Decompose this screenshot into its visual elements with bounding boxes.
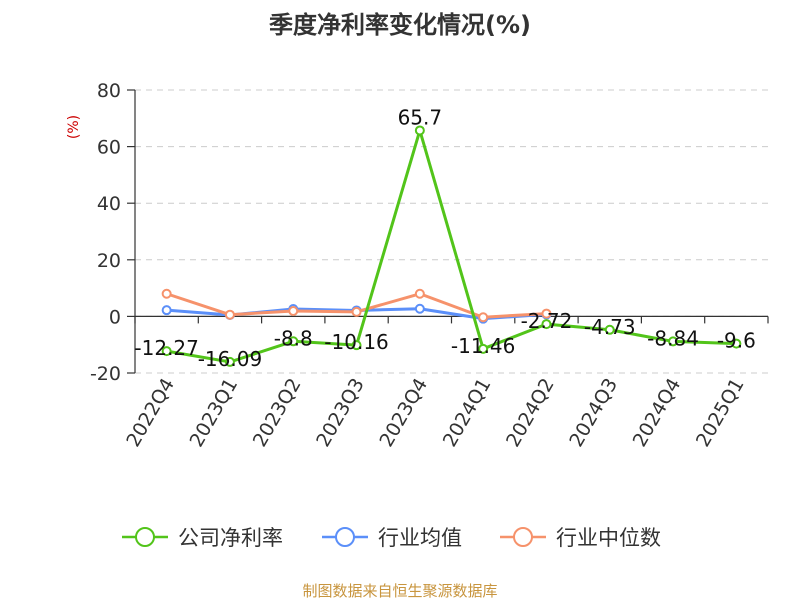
legend-label: 公司净利率: [178, 526, 283, 550]
data-point: [668, 336, 679, 347]
data-point: [224, 356, 235, 367]
data-label: 65.7: [398, 105, 443, 129]
x-tick-label: 2022Q4: [122, 375, 179, 451]
x-tick-label: 2023Q1: [186, 375, 243, 451]
data-label: -8.84: [647, 326, 699, 350]
data-point: [288, 306, 299, 317]
source-note: 制图数据来自恒生聚源数据库: [302, 582, 497, 600]
data-point: [541, 319, 552, 330]
data-point: [288, 336, 299, 347]
data-point: [414, 303, 425, 314]
x-tick-label: 2025Q1: [692, 375, 749, 451]
x-tick-label: 2024Q2: [502, 375, 559, 451]
legend-label: 行业中位数: [556, 526, 661, 550]
data-label: -4.73: [584, 315, 636, 339]
chart-title: 季度净利率变化情况(%): [269, 11, 531, 39]
legend-label: 行业均值: [378, 526, 462, 550]
y-tick-label: 40: [97, 193, 121, 215]
data-point: [604, 324, 615, 335]
data-label: -9.6: [717, 329, 756, 353]
data-point: [541, 308, 552, 319]
x-tick-label: 2023Q3: [312, 375, 369, 451]
y-tick-label: 80: [97, 80, 121, 102]
data-point: [478, 343, 489, 354]
data-point: [414, 288, 425, 299]
series-line: [166, 128, 737, 364]
data-point: [224, 309, 235, 320]
x-tick-label: 2023Q2: [249, 375, 306, 451]
data-point: [351, 340, 362, 351]
data-label: -11.46: [451, 334, 515, 358]
legend-swatch-marker: [135, 527, 155, 547]
y-tick-label: 0: [109, 306, 121, 328]
axes: -20 0 20 40 60 80 2022Q4 2023Q1 2023Q2 2023Q3 2023…: [90, 80, 769, 451]
x-tick-label: 2024Q3: [565, 375, 622, 451]
x-tick-label: 2023Q4: [375, 375, 432, 451]
data-point: [414, 125, 425, 136]
data-point: [478, 312, 489, 323]
data-point: [161, 305, 172, 316]
x-tick-label: 2024Q4: [629, 375, 686, 451]
data-point: [161, 346, 172, 357]
data-point: [731, 338, 742, 349]
legend: 公司净利率 行业均值 行业中位数: [122, 526, 661, 550]
legend-swatch-marker: [335, 527, 355, 547]
data-point: [161, 288, 172, 299]
y-tick-label: 60: [97, 137, 121, 159]
data-label: -10.16: [324, 330, 388, 354]
data-label: -2.72: [521, 309, 573, 333]
y-axis-unit: (%): [66, 115, 82, 139]
y-tick-label: -20: [90, 363, 121, 385]
data-point: [351, 306, 362, 317]
y-tick-label: 20: [97, 250, 121, 272]
data-label: -12.27: [134, 336, 198, 360]
data-label: -16.09: [198, 347, 262, 371]
series-lines: [161, 125, 742, 367]
x-tick-label: 2024Q1: [439, 375, 496, 451]
data-labels: -12.27-16.09 -8.8 -10.16 65.7 -11.46-2.72 -4.…: [134, 105, 755, 370]
data-label: -8.8: [274, 326, 313, 350]
legend-swatch-marker: [513, 527, 533, 547]
